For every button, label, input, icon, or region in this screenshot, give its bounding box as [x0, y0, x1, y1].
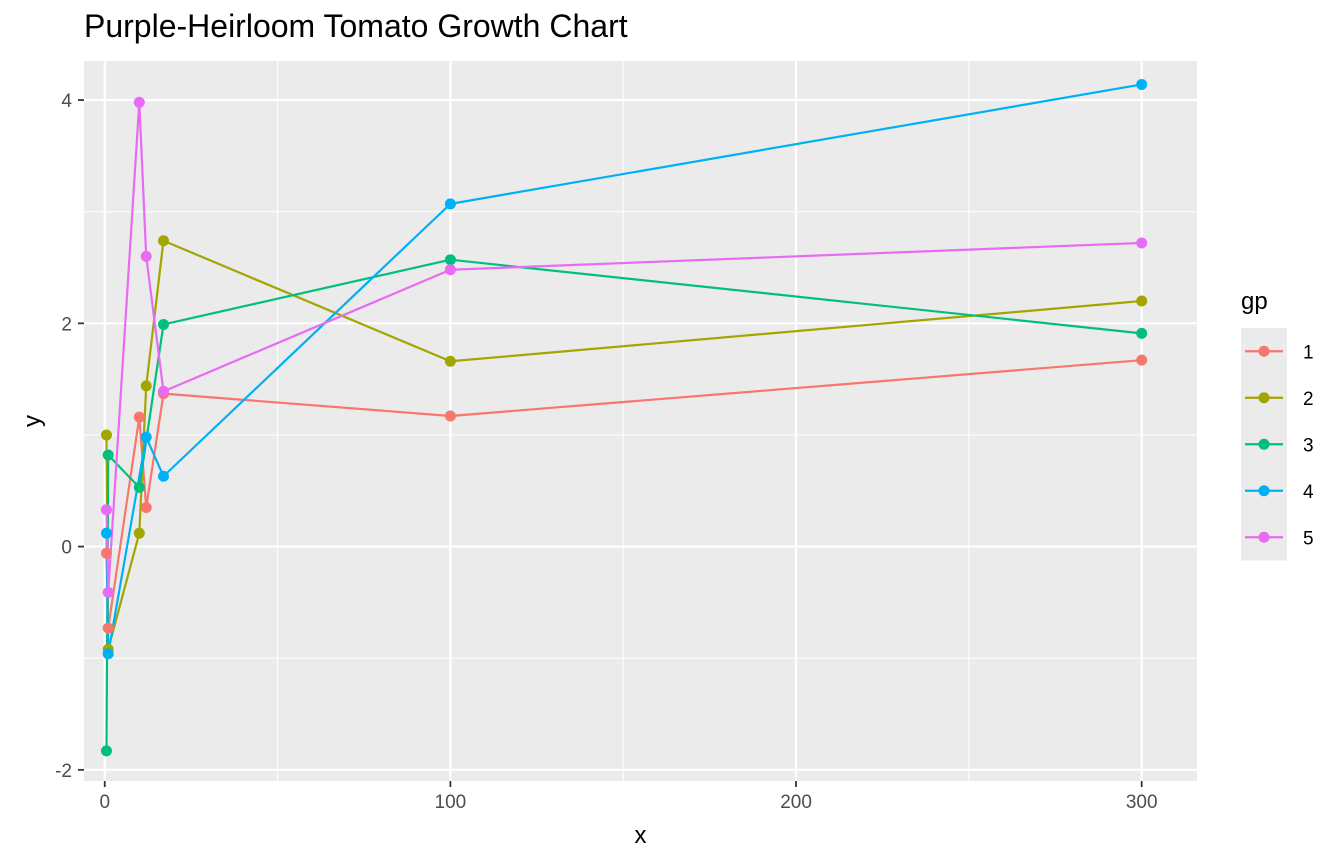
legend-title: gp: [1241, 288, 1268, 315]
series-1-point: [133, 411, 145, 423]
x-tick-label: 0: [99, 792, 110, 813]
series-3-point: [1136, 327, 1148, 339]
series-1-point: [1136, 354, 1148, 366]
legend-key-3-point: [1258, 438, 1270, 450]
series-3-point: [100, 745, 112, 757]
series-1-point: [102, 622, 114, 634]
legend-items: 1 2 3 4 5: [1245, 342, 1314, 549]
series-1-point: [100, 547, 112, 559]
series-2-point: [1136, 295, 1148, 307]
series-5-point: [133, 96, 145, 108]
series-5-point: [1136, 237, 1148, 249]
y-axis-title: y: [19, 415, 46, 427]
series-5-point: [100, 504, 112, 516]
series-3-point: [158, 318, 169, 330]
series-4-point: [140, 431, 152, 443]
x-tick-label: 300: [1126, 792, 1158, 813]
legend-label-5: 5: [1303, 528, 1314, 549]
series-5-point: [444, 264, 456, 276]
series-3-point: [102, 449, 114, 461]
x-tick-labels: 0 100 200 300: [99, 792, 1157, 813]
legend-key-2-point: [1258, 392, 1270, 404]
series-1-point: [444, 410, 456, 422]
series-2-point: [444, 355, 456, 367]
series-2-point: [140, 380, 152, 392]
x-axis-title: x: [635, 822, 647, 849]
legend-key-5-point: [1258, 531, 1270, 543]
x-tick-label: 200: [780, 792, 812, 813]
plot-panel: [84, 61, 1197, 781]
y-tick-label: 0: [61, 538, 72, 559]
series-3-point: [444, 254, 456, 266]
series-4-point: [102, 648, 114, 660]
series-4-point: [1136, 78, 1148, 90]
series-4-point: [444, 198, 456, 210]
legend-key-1-point: [1258, 345, 1270, 357]
y-tick-label: 2: [61, 314, 72, 335]
series-5-point: [158, 385, 169, 397]
series-3-line: [105, 258, 1142, 751]
series-layer: [100, 78, 1148, 757]
series-5-point: [102, 586, 114, 598]
series-2-point: [158, 235, 169, 247]
series-1-point: [140, 502, 152, 514]
series-2-point: [133, 527, 145, 539]
chart-title: Purple-Heirloom Tomato Growth Chart: [84, 8, 628, 44]
series-4-point: [158, 470, 169, 482]
series-2-point: [100, 429, 112, 441]
series-5-point: [140, 250, 152, 262]
series-4-line: [105, 83, 1142, 655]
legend-label-2: 2: [1303, 389, 1314, 410]
x-tick-label: 100: [435, 792, 467, 813]
legend-label-3: 3: [1303, 435, 1314, 456]
legend-label-4: 4: [1303, 482, 1314, 503]
y-tick-label: -2: [55, 761, 72, 782]
grid-major: [84, 61, 1197, 781]
series-3-point: [133, 481, 145, 493]
legend-label-1: 1: [1303, 342, 1314, 363]
axis-ticks: [78, 99, 1143, 787]
legend-key-4-point: [1258, 485, 1270, 497]
grid-minor: [84, 61, 1197, 781]
series-4-point: [100, 527, 112, 539]
legend: gp 1 2 3 4 5: [1241, 288, 1314, 561]
y-tick-label: 4: [61, 91, 72, 112]
y-tick-labels: -2 0 2 4: [55, 91, 72, 782]
